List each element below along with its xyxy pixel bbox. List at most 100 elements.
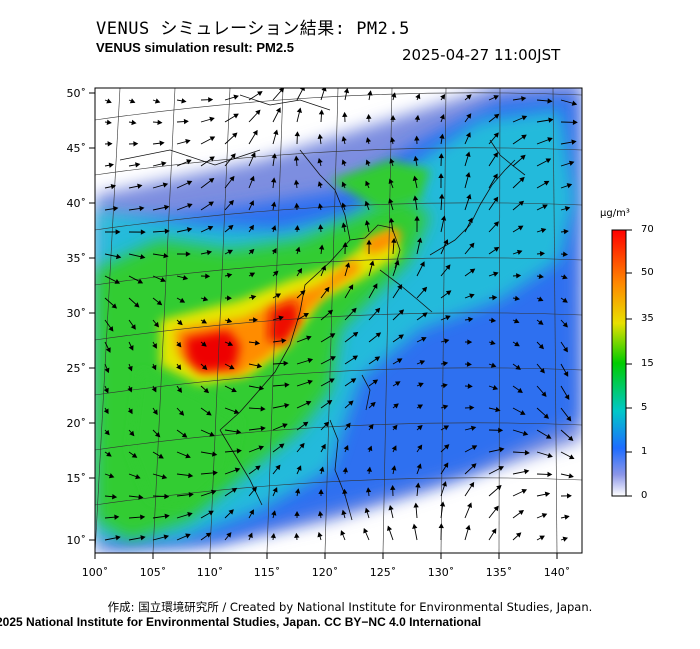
wind-arrowhead bbox=[161, 161, 167, 167]
wind-arrowhead bbox=[493, 113, 500, 119]
wind-arrowhead bbox=[248, 248, 255, 255]
colorbar bbox=[611, 229, 627, 497]
wind-arrowhead bbox=[255, 109, 261, 115]
wind-arrowhead bbox=[127, 365, 133, 372]
wind-arrowhead bbox=[317, 157, 323, 164]
wind-arrowhead bbox=[186, 159, 192, 165]
wind-arrowhead bbox=[490, 317, 497, 323]
wind-arrowhead bbox=[231, 387, 237, 393]
wind-arrowhead bbox=[372, 379, 379, 385]
wind-arrowhead bbox=[396, 358, 403, 364]
wind-arrowhead bbox=[415, 482, 421, 488]
wind-arrowhead bbox=[417, 444, 423, 451]
wind-arrowhead bbox=[370, 401, 376, 408]
wind-arrowhead bbox=[321, 265, 327, 271]
wind-arrowhead bbox=[416, 463, 422, 469]
wind-arrowhead bbox=[517, 225, 524, 231]
wind-arrowhead bbox=[294, 131, 300, 137]
wind-arrowhead bbox=[519, 176, 525, 183]
wind-arrowhead bbox=[490, 340, 496, 346]
wind-arrowhead bbox=[438, 173, 444, 178]
wind-arrowhead bbox=[564, 394, 570, 400]
wind-arrowhead bbox=[294, 532, 300, 539]
wind-vectors bbox=[103, 88, 578, 542]
wind-arrowhead bbox=[414, 135, 420, 141]
colorbar-label: 50 bbox=[641, 267, 654, 278]
wind-arrowhead bbox=[140, 254, 146, 260]
wind-arrowhead bbox=[566, 493, 572, 499]
wind-arrowhead bbox=[203, 387, 210, 394]
wind-arrowhead bbox=[421, 286, 428, 293]
wind-arrowhead bbox=[467, 502, 472, 508]
wind-arrowhead bbox=[567, 435, 574, 441]
wind-arrowhead bbox=[388, 505, 394, 511]
wind-arrowhead bbox=[228, 200, 234, 206]
wind-arrowhead bbox=[247, 532, 253, 539]
wind-arrowhead bbox=[413, 502, 419, 508]
lon-label: 105˚ bbox=[140, 566, 167, 579]
wind-arrowhead bbox=[226, 272, 233, 279]
wind-arrowhead bbox=[417, 425, 423, 431]
wind-arrowhead bbox=[208, 97, 214, 103]
wind-arrowhead bbox=[115, 253, 122, 260]
wind-arrowhead bbox=[249, 175, 255, 182]
lat-label: 30˚ bbox=[67, 307, 87, 320]
wind-arrowhead bbox=[164, 204, 170, 211]
wind-arrowhead bbox=[177, 319, 183, 326]
wind-arrowhead bbox=[226, 532, 232, 538]
wind-arrowhead bbox=[250, 294, 257, 300]
wind-arrowhead bbox=[318, 489, 324, 494]
wind-arrowhead bbox=[130, 324, 136, 330]
wind-arrowhead bbox=[493, 271, 499, 277]
wind-arrowhead bbox=[110, 184, 117, 190]
wind-arrowhead bbox=[539, 251, 545, 257]
wind-arrowhead bbox=[209, 156, 215, 162]
wind-arrowhead bbox=[327, 309, 334, 315]
colorbar-label: 15 bbox=[641, 358, 654, 369]
wind-arrowhead bbox=[151, 386, 157, 393]
wind-arrowhead bbox=[252, 129, 258, 136]
wind-arrowhead bbox=[114, 279, 121, 284]
wind-arrowhead bbox=[131, 452, 138, 458]
wind-arrowhead bbox=[538, 319, 544, 325]
wind-arrowhead bbox=[522, 430, 529, 436]
wind-arrowhead bbox=[104, 367, 110, 374]
wind-arrowhead bbox=[183, 118, 189, 125]
wind-arrowhead bbox=[539, 535, 545, 541]
wind-arrowhead bbox=[438, 523, 444, 529]
wind-arrowhead bbox=[154, 98, 161, 104]
wind-arrowhead bbox=[543, 413, 549, 419]
wind-arrowhead bbox=[108, 473, 115, 479]
wind-arrowhead bbox=[365, 487, 372, 493]
wind-arrowhead bbox=[152, 343, 157, 349]
wind-arrowhead bbox=[113, 206, 119, 212]
wind-arrowhead bbox=[273, 270, 279, 277]
wind-arrowhead bbox=[272, 487, 278, 493]
lon-label: 140˚ bbox=[544, 566, 571, 579]
wind-arrowhead bbox=[388, 198, 394, 204]
wind-arrowhead bbox=[140, 535, 146, 541]
wind-arrowhead bbox=[209, 136, 216, 142]
wind-arrowhead bbox=[442, 360, 449, 367]
wind-arrowhead bbox=[153, 321, 159, 328]
wind-arrowhead bbox=[135, 162, 141, 168]
wind-arrowhead bbox=[369, 260, 375, 266]
wind-arrowhead bbox=[341, 159, 347, 165]
wind-arrowhead bbox=[414, 215, 420, 221]
wind-arrowhead bbox=[205, 532, 212, 538]
wind-arrowhead bbox=[275, 464, 281, 471]
wind-arrowhead bbox=[390, 114, 396, 120]
wind-arrowhead bbox=[105, 347, 111, 353]
wind-arrowhead bbox=[394, 259, 400, 266]
wind-arrowhead bbox=[317, 510, 324, 517]
wind-arrowhead bbox=[307, 357, 314, 364]
wind-arrowhead bbox=[498, 466, 504, 471]
wind-arrowhead bbox=[305, 400, 312, 406]
wind-arrowhead bbox=[374, 307, 381, 314]
wind-arrowhead bbox=[151, 364, 157, 371]
wind-arrowhead bbox=[211, 451, 218, 457]
wind-arrowhead bbox=[320, 443, 326, 450]
wind-arrowhead bbox=[230, 153, 236, 159]
wind-arrowhead bbox=[441, 481, 447, 487]
wind-arrowhead bbox=[104, 429, 110, 436]
